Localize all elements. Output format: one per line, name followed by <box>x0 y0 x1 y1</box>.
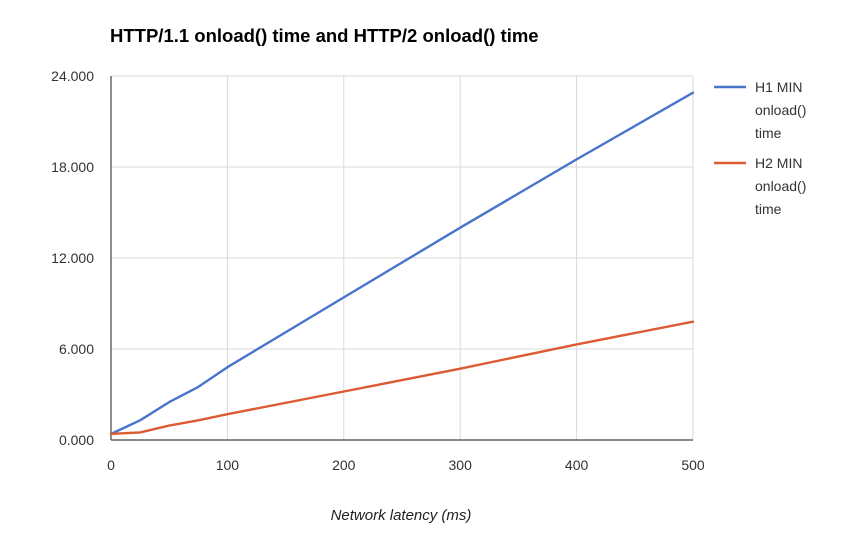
series-line-2 <box>109 320 695 436</box>
legend-label-1: H1 MIN <box>755 79 802 95</box>
x-tick-label: 400 <box>565 457 589 473</box>
legend-label-2: onload() <box>755 178 806 194</box>
grid-lines <box>111 75 694 440</box>
series-line-1 <box>109 91 695 436</box>
series-lines <box>109 91 695 436</box>
y-tick-label: 0.000 <box>59 432 94 448</box>
legend-label-1: onload() <box>755 102 806 118</box>
y-tick-label: 18.000 <box>51 159 94 175</box>
axes: 0.000 6.000 12.000 18.000 24.000 0 100 200 300 40… <box>51 68 705 473</box>
x-tick-label: 0 <box>107 457 115 473</box>
y-tick-label: 6.000 <box>59 341 94 357</box>
x-tick-label: 300 <box>449 457 473 473</box>
chart-title: HTTP/1.1 onload() time and HTTP/2 onload… <box>110 25 539 46</box>
x-axis-label: Network latency (ms) <box>331 507 472 524</box>
x-tick-label: 200 <box>332 457 356 473</box>
x-tick-label: 500 <box>681 457 705 473</box>
legend-label-2: H2 MIN <box>755 155 802 171</box>
x-tick-label: 100 <box>216 457 240 473</box>
legend-label-2: time <box>755 201 782 217</box>
legend: H1 MIN onload() time H2 MIN onload() time <box>714 79 806 217</box>
legend-label-1: time <box>755 125 782 141</box>
y-tick-label: 12.000 <box>51 250 94 266</box>
y-tick-label: 24.000 <box>51 68 94 84</box>
